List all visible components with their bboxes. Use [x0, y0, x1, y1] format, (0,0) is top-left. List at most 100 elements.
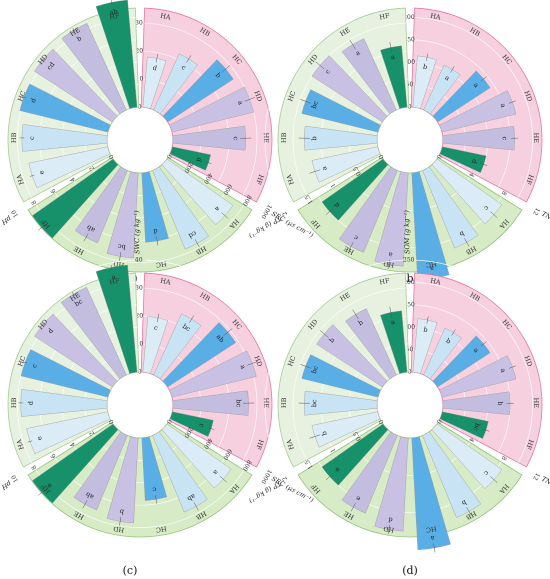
tick-label: 200 — [403, 279, 415, 286]
error-bar — [29, 174, 35, 177]
tick-label: 1 — [329, 447, 337, 454]
tick-label: 20 — [135, 47, 143, 54]
error-bar — [22, 361, 28, 364]
error-bar — [155, 54, 158, 63]
category-label: HB — [10, 397, 18, 408]
gridline — [286, 481, 534, 551]
bar-HA — [26, 411, 111, 455]
bar-HE — [74, 166, 128, 244]
significance-letter: a — [333, 466, 342, 474]
gridline — [16, 216, 264, 286]
error-bar — [309, 434, 321, 439]
error-bar — [21, 95, 27, 99]
bar-HF — [321, 158, 389, 221]
category-label: HD — [523, 90, 534, 103]
error-bar — [508, 100, 516, 104]
bar-HA — [161, 423, 232, 489]
bar-HF — [380, 310, 408, 374]
bar-HC — [162, 59, 234, 123]
error-bar — [349, 39, 356, 50]
significance-letter: b — [422, 63, 428, 72]
error-bar — [482, 428, 490, 432]
error-bar — [464, 238, 470, 247]
tick-label: 0 — [165, 418, 173, 425]
bar-HB — [153, 313, 202, 380]
category-label: HA — [430, 12, 442, 22]
significance-letter: a — [320, 165, 329, 171]
significance-letter: bc — [235, 399, 243, 407]
gridline — [264, 0, 374, 209]
significance-letter: e — [35, 435, 44, 441]
error-bar — [480, 163, 488, 166]
significance-letter: c — [232, 136, 240, 140]
tick-label: 0 — [138, 368, 142, 375]
bar-HF — [32, 158, 119, 239]
tick-label: 20 — [135, 312, 143, 319]
significance-letter: b — [214, 71, 223, 79]
bar-HD — [34, 313, 118, 388]
significance-letter: a — [430, 534, 435, 543]
significance-letter: bc — [117, 242, 126, 251]
significance-letter: c — [352, 233, 359, 242]
bar-HE — [442, 391, 511, 415]
bar-HE — [60, 286, 127, 380]
error-bar — [426, 53, 429, 61]
panel-caption: (c) — [123, 564, 138, 577]
error-bar — [490, 211, 498, 218]
error-bar — [41, 322, 45, 327]
bar-HE — [442, 125, 515, 151]
gridline — [415, 259, 550, 474]
tick-label: 12 — [531, 206, 541, 216]
significance-letter: d — [333, 201, 342, 209]
category-label: HA — [160, 12, 172, 22]
error-bar — [82, 500, 88, 509]
significance-letter: b — [445, 337, 453, 346]
tick-label: 8 — [30, 464, 38, 471]
bar-HB — [304, 125, 378, 151]
category-label: HD — [253, 90, 264, 103]
bar-HE — [338, 166, 398, 253]
tick-label: 600 — [221, 448, 233, 462]
axis-label: pH — [0, 479, 13, 491]
category-label: HC — [155, 259, 167, 269]
bar-HC — [301, 89, 381, 133]
significance-letter: c — [197, 422, 206, 428]
gridline — [0, 259, 135, 474]
significance-letter: a — [236, 100, 245, 107]
bar-HD — [169, 350, 257, 398]
error-bar — [193, 502, 199, 511]
gridline — [35, 204, 245, 263]
tick-label: 8 — [30, 199, 38, 206]
tick-label: 50 — [406, 81, 414, 88]
category-label: HC — [16, 90, 27, 103]
bar-HF — [380, 45, 408, 109]
tick-label: 50 — [406, 346, 414, 353]
gridline — [318, 196, 502, 249]
gridline — [446, 0, 550, 209]
bar-HE — [341, 431, 398, 514]
category-label: HD — [113, 259, 125, 269]
significance-letter: c — [501, 136, 509, 140]
bar-HB — [422, 431, 482, 518]
tick-label: 0 — [107, 418, 115, 425]
bar-HA — [412, 55, 437, 109]
tick-label: 10 — [10, 473, 20, 483]
gridline — [143, 50, 230, 182]
tick-label: 400 — [202, 172, 214, 186]
significance-letter: d — [46, 327, 55, 335]
tick-label: 6 — [50, 187, 58, 194]
category-label: HF — [379, 12, 391, 22]
significance-letter: c — [482, 204, 491, 212]
tick-label: 0 — [435, 153, 443, 160]
tick-label: 10 — [136, 340, 144, 347]
bar-HE — [345, 308, 397, 380]
significance-letter: a — [429, 264, 434, 273]
significance-letter: b — [357, 318, 365, 327]
